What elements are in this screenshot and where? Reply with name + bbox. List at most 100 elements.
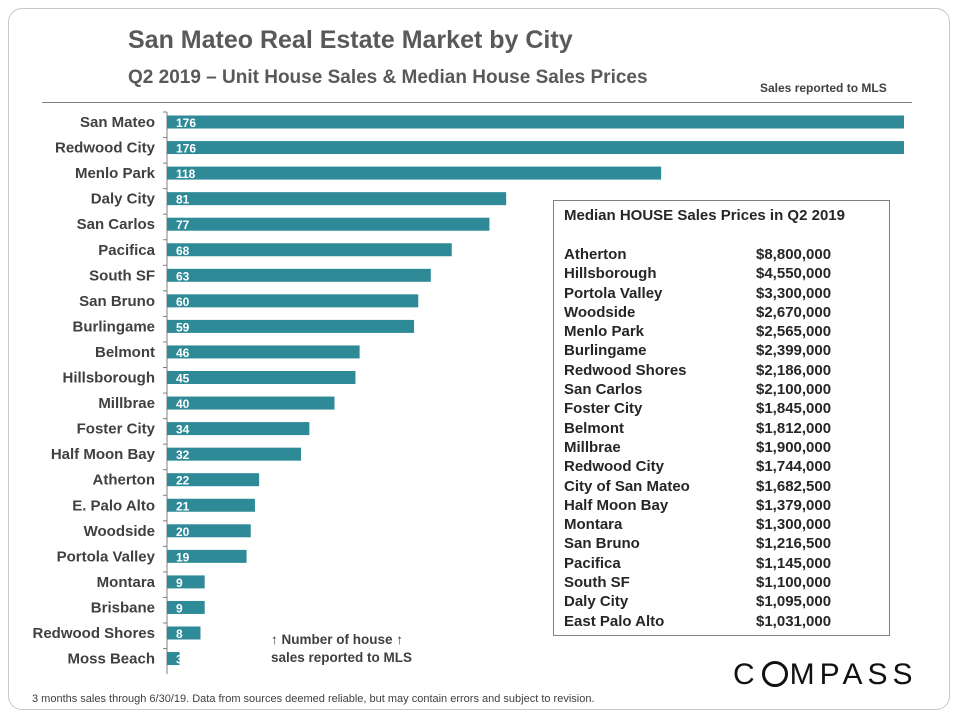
table-city: Half Moon Bay — [564, 496, 669, 514]
table-price: $2,399,000 — [756, 342, 832, 360]
category-label: Daly City — [91, 191, 156, 208]
table-row: Daly City $1,095,000 — [564, 592, 884, 611]
table-row: Belmont $1,812,000 — [564, 419, 884, 438]
table-row: East Palo Alto $1,031,000 — [564, 612, 884, 631]
table-city: San Bruno — [564, 535, 640, 553]
table-city: San Carlos — [564, 381, 643, 399]
title-divider — [42, 102, 912, 103]
bar-redwood-shores — [167, 626, 201, 640]
median-price-table: Median HOUSE Sales Prices in Q2 2019 Ath… — [553, 200, 890, 636]
table-price: $8,800,000 — [756, 246, 832, 263]
category-label: Moss Beach — [67, 651, 155, 668]
bar-foster-city — [167, 422, 310, 436]
category-label: Menlo Park — [75, 165, 156, 182]
bar-redwood-city — [167, 141, 904, 155]
chart-title: San Mateo Real Estate Market by City — [128, 26, 573, 54]
category-label: Redwood Shores — [32, 625, 155, 642]
data-label: 45 — [176, 372, 190, 386]
table-row: Portola Valley $3,300,000 — [564, 284, 884, 303]
bar-burlingame — [167, 319, 415, 333]
data-label: 176 — [176, 142, 196, 156]
table-price: $4,550,000 — [756, 265, 832, 283]
bar-atherton — [167, 473, 260, 487]
table-price: $1,845,000 — [756, 400, 832, 418]
bar-san-carlos — [167, 217, 490, 231]
table-price: $1,216,500 — [756, 535, 832, 553]
table-price: $1,031,000 — [756, 612, 832, 630]
data-label: 77 — [176, 218, 190, 232]
data-label: 3 — [176, 653, 183, 667]
compass-logo-o-icon — [761, 661, 788, 687]
bar-annotation-line2: sales reported to MLS — [271, 650, 413, 665]
data-label: 9 — [176, 601, 183, 615]
table-row: Atherton $8,800,000 — [564, 245, 884, 264]
table-city: Atherton — [564, 246, 627, 263]
table-price: $1,100,000 — [756, 574, 832, 592]
table-price: $1,300,000 — [756, 516, 832, 534]
compass-logo-right: MPASS — [789, 658, 918, 691]
table-price: $1,744,000 — [756, 458, 832, 476]
chart-subtitle: Q2 2019 – Unit House Sales & Median Hous… — [128, 67, 648, 88]
table-city: South SF — [564, 574, 630, 592]
table-row: Redwood City $1,744,000 — [564, 457, 884, 476]
table-city: Woodside — [564, 303, 636, 321]
bar-daly-city — [167, 192, 507, 206]
bar-brisbane — [167, 600, 205, 614]
category-label: San Mateo — [80, 114, 155, 131]
table-price: $1,812,000 — [756, 419, 832, 437]
bar-woodside — [167, 524, 251, 538]
category-label: Half Moon Bay — [51, 446, 156, 463]
data-label: 32 — [176, 448, 190, 462]
bar-menlo-park — [167, 166, 662, 180]
table-row: Montara $1,300,000 — [564, 515, 884, 534]
table-row: Menlo Park $2,565,000 — [564, 322, 884, 341]
footnote: 3 months sales through 6/30/19. Data fro… — [32, 693, 595, 705]
data-label: 59 — [176, 320, 190, 334]
data-label: 118 — [176, 167, 196, 181]
slide-frame — [8, 8, 950, 710]
table-city: Redwood City — [564, 458, 664, 476]
category-label: Hillsborough — [63, 370, 156, 387]
category-label: Woodside — [84, 523, 155, 540]
bar-half-moon-bay — [167, 447, 301, 461]
data-label: 22 — [176, 474, 190, 488]
bar-millbrae — [167, 396, 335, 410]
table-price: $1,900,000 — [756, 438, 832, 456]
data-label: 34 — [176, 423, 190, 437]
table-city: Burlingame — [564, 342, 647, 360]
category-label: Belmont — [95, 344, 155, 361]
table-price: $1,379,000 — [756, 496, 832, 514]
table-city: East Palo Alto — [564, 612, 665, 630]
table-city: Menlo Park — [564, 323, 645, 341]
table-city: Foster City — [564, 400, 643, 418]
data-label: 81 — [176, 193, 190, 207]
data-label: 9 — [176, 576, 183, 590]
bar-annotation-line1: ↑ Number of house ↑ — [271, 632, 404, 647]
data-label: 60 — [176, 295, 190, 309]
category-label: Burlingame — [72, 318, 155, 335]
median-price-table-rows: Atherton $8,800,000 Hillsborough $4,550,000… — [564, 245, 884, 631]
category-label: Millbrae — [98, 395, 155, 412]
table-row: Millbrae $1,900,000 — [564, 438, 884, 457]
bar-e-palo-alto — [167, 498, 255, 512]
table-row: San Carlos $2,100,000 — [564, 380, 884, 399]
bar-san-bruno — [167, 294, 419, 308]
bar-hillsborough — [167, 371, 356, 384]
source-note: Sales reported to MLS — [760, 81, 887, 95]
table-row: South SF $1,100,000 — [564, 573, 884, 592]
table-city: Redwood Shores — [564, 361, 687, 379]
bar-pacifica — [167, 243, 452, 257]
table-row: Woodside $2,670,000 — [564, 303, 884, 322]
table-city: Daly City — [564, 593, 629, 611]
category-label: E. Palo Alto — [72, 497, 155, 514]
table-row: Redwood Shores $2,186,000 — [564, 361, 884, 380]
table-city: City of San Mateo — [564, 477, 690, 495]
table-row: Half Moon Bay $1,379,000 — [564, 496, 884, 515]
table-price: $2,186,000 — [756, 361, 832, 379]
data-label: 68 — [176, 244, 190, 258]
table-row: Hillsborough $4,550,000 — [564, 264, 884, 283]
table-city: Montara — [564, 516, 623, 534]
category-label: Montara — [97, 574, 156, 591]
category-label: Pacifica — [98, 242, 155, 259]
